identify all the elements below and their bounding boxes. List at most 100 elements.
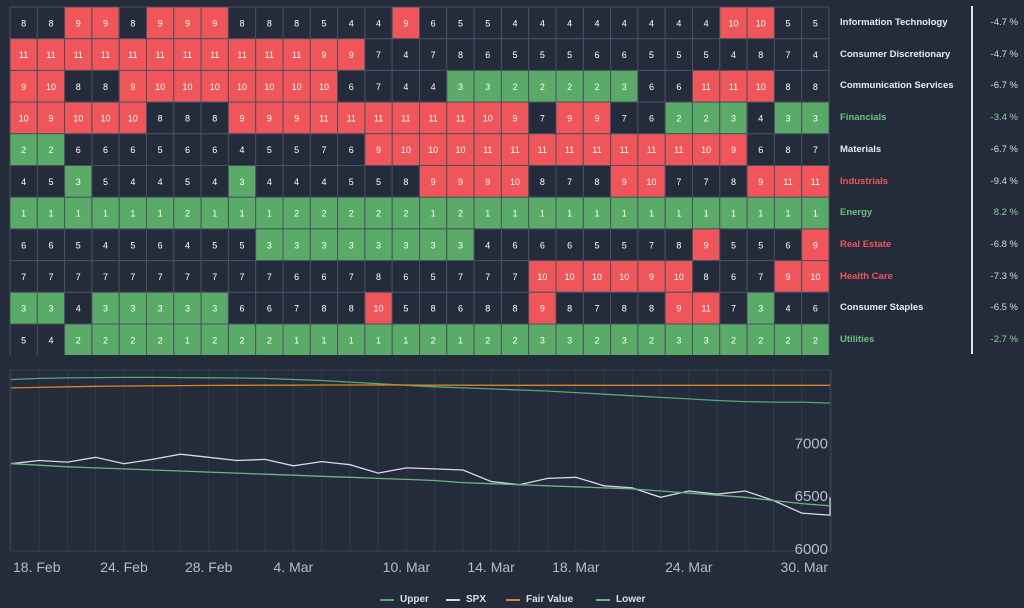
heatmap-cell (500, 38, 530, 71)
heatmap-cell-value: 2 (76, 335, 81, 345)
heatmap-cell (528, 260, 557, 293)
heatmap-cell (364, 133, 393, 167)
heatmap-cell-value: 10 (374, 304, 384, 314)
heatmap-cell-value: 3 (676, 335, 681, 345)
heatmap-cell (200, 69, 229, 103)
heatmap-cell (9, 38, 38, 71)
heatmap-cell (391, 101, 421, 135)
heatmap-cell-value: 5 (185, 177, 190, 187)
heatmap-cell-value: 1 (158, 209, 163, 219)
x-tick-label: 18. Mar (552, 559, 600, 575)
heatmap-cell (282, 165, 311, 198)
heatmap-cell (719, 133, 748, 167)
heatmap-cell-value: 10 (19, 113, 29, 123)
heatmap-cell (692, 228, 721, 262)
heatmap-cell-value: 4 (567, 18, 572, 28)
heatmap-cell-value: 8 (540, 177, 545, 187)
heatmap-cell (746, 165, 775, 198)
sector-change: -4.7 % (990, 48, 1018, 60)
series-line-upper (10, 376, 831, 404)
heatmap-cell (146, 260, 175, 293)
heatmap-cell-value: 7 (349, 272, 354, 282)
heatmap-cell (227, 69, 257, 103)
heatmap-cell (364, 6, 393, 40)
heatmap-cell-value: 4 (704, 18, 709, 28)
heatmap-cell-value: 6 (403, 272, 408, 282)
heatmap-cell-value: 2 (485, 335, 490, 345)
heatmap-cell-value: 11 (592, 145, 601, 155)
heatmap-cell-value: 9 (458, 177, 463, 187)
heatmap-cell-value: 7 (76, 272, 81, 282)
heatmap-cell-value: 6 (676, 82, 681, 92)
heatmap-cell-value: 7 (458, 272, 463, 282)
heatmap-cell-value: 7 (786, 50, 791, 60)
heatmap-cell-value: 2 (704, 113, 709, 123)
x-tick-label: 4. Mar (274, 559, 314, 575)
heatmap-cell-value: 7 (704, 177, 709, 187)
heatmap-cell (692, 323, 721, 355)
heatmap-cell-value: 1 (813, 209, 818, 219)
heatmap-cell-value: 9 (704, 240, 709, 250)
heatmap-cell-value: 2 (294, 209, 299, 219)
heatmap-cell-value: 4 (622, 18, 627, 28)
heatmap-cell (473, 38, 502, 71)
heatmap-cell-value: 2 (48, 145, 53, 155)
legend-label: Lower (616, 594, 646, 605)
heatmap-cell (391, 291, 421, 325)
heatmap-cell-value: 1 (349, 335, 354, 345)
heatmap-cell-value: 10 (46, 82, 56, 92)
sector-row: Real Estate -6.8 % (840, 229, 1018, 260)
heatmap-cell-value: 5 (321, 18, 326, 28)
heatmap-cell-value: 7 (622, 113, 627, 123)
heatmap-cell-value: 7 (185, 272, 190, 282)
heatmap-cell-value: 10 (537, 272, 547, 282)
heatmap-cell-value: 3 (786, 113, 791, 123)
heatmap-cell-value: 10 (756, 82, 766, 92)
heatmap-cell (719, 6, 748, 40)
sector-row: Utilities -2.7 % (840, 324, 1018, 355)
heatmap-cell-value: 8 (376, 272, 381, 282)
sector-change: 8.2 % (993, 207, 1018, 219)
heatmap-cell (364, 196, 393, 230)
heatmap-cell-value: 8 (21, 18, 26, 28)
heatmap-cell-value: 11 (401, 113, 410, 123)
heatmap-cell-value: 6 (431, 18, 436, 28)
x-tick-label: 10. Mar (383, 559, 431, 575)
heatmap-cell-value: 3 (540, 335, 545, 345)
heatmap-cell (337, 323, 366, 355)
heatmap-cell (146, 228, 175, 262)
heatmap-cell-value: 7 (294, 304, 299, 314)
heatmap-cell-value: 1 (622, 209, 627, 219)
heatmap-cell-value: 2 (567, 82, 572, 92)
heatmap-cell-value: 5 (540, 50, 545, 60)
heatmap-cell-value: 10 (292, 82, 302, 92)
heatmap-cell-value: 2 (676, 113, 681, 123)
heatmap-cell-value: 2 (21, 145, 26, 155)
heatmap-cell-value: 9 (622, 177, 627, 187)
heatmap-cell-value: 1 (758, 209, 763, 219)
heatmap-cell (419, 69, 448, 103)
heatmap-cell (773, 6, 803, 40)
heatmap-cell (664, 69, 694, 103)
heatmap-cell-value: 4 (813, 50, 818, 60)
heatmap-cell (200, 6, 229, 40)
heatmap-cell-value: 4 (403, 82, 408, 92)
sector-name: Consumer Discretionary (840, 48, 951, 60)
heatmap-cell-value: 11 (128, 50, 137, 60)
heatmap-cell-value: 11 (674, 145, 683, 155)
heatmap-cell-value: 10 (455, 145, 465, 155)
heatmap-cell-value: 3 (103, 304, 108, 314)
heatmap-cell-value: 11 (783, 177, 792, 187)
heatmap-cell (801, 165, 830, 198)
heatmap-cell-value: 2 (376, 209, 381, 219)
heatmap-cell (200, 101, 229, 135)
heatmap-cell (200, 133, 229, 167)
sector-row: Consumer Staples -6.5 % (840, 292, 1018, 323)
heatmap-cell (227, 228, 257, 262)
heatmap-cell-value: 5 (704, 50, 709, 60)
heatmap-cell-value: 10 (810, 272, 820, 282)
heatmap-cell (118, 323, 147, 355)
heatmap-cell-value: 2 (267, 335, 272, 345)
heatmap-cell (746, 196, 775, 230)
heatmap-cell (146, 38, 175, 71)
